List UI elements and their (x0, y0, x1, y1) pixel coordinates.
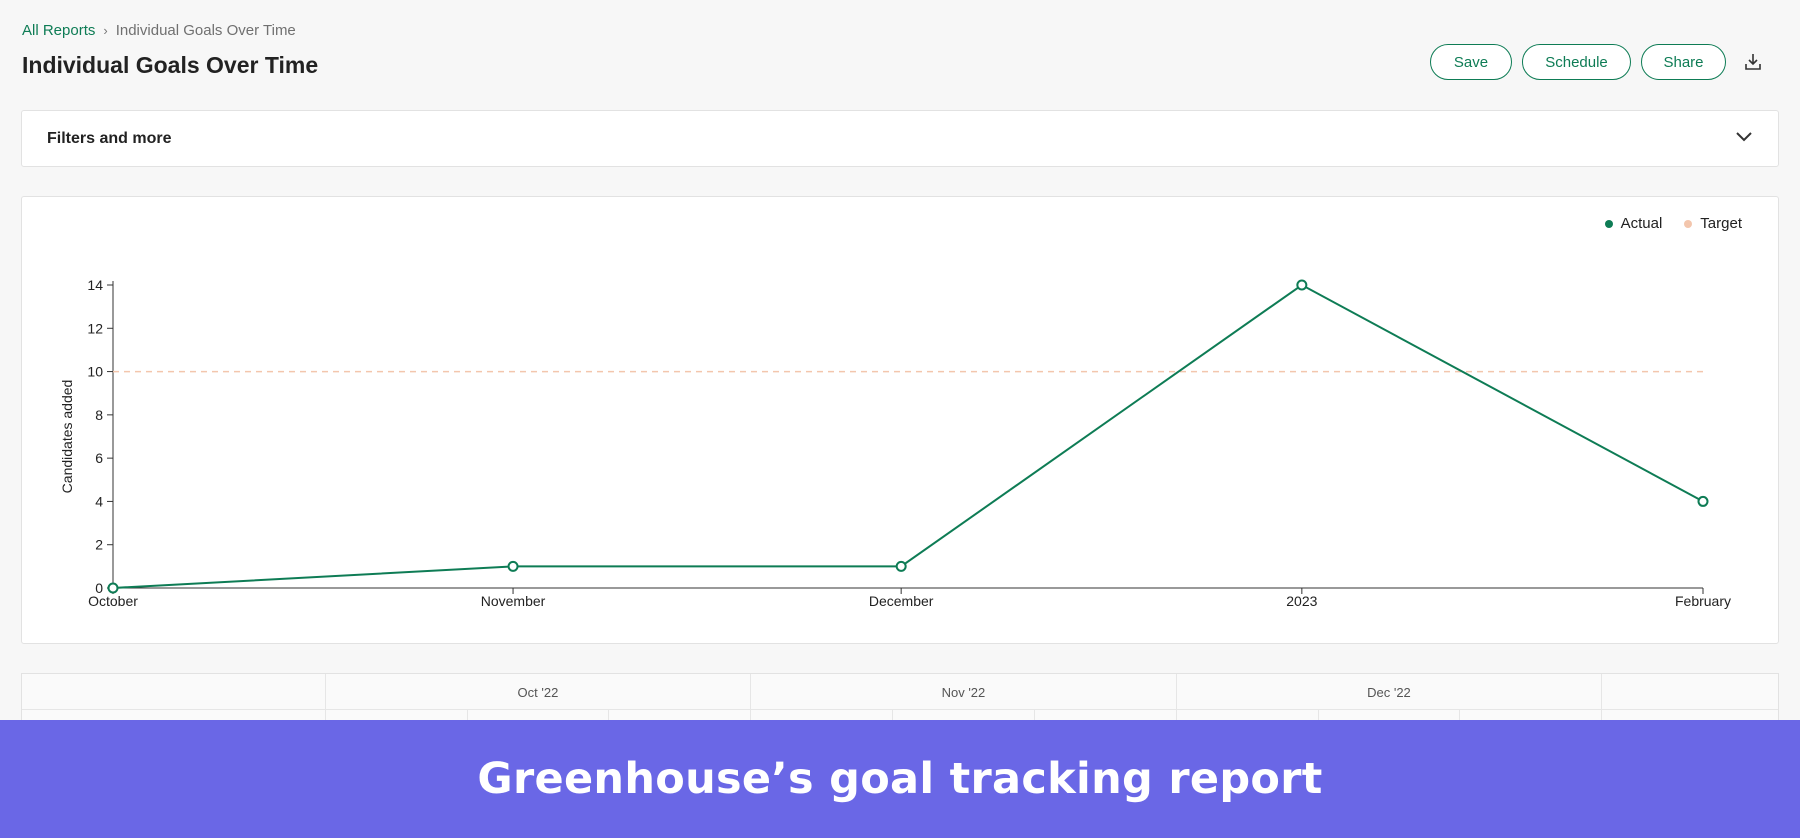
x-tick-label: November (481, 593, 546, 609)
y-tick-label: 14 (87, 277, 103, 293)
caption-banner: Greenhouse’s goal tracking report (0, 720, 1800, 838)
table-header-row: Oct '22 Nov '22 Dec '22 (22, 674, 1778, 710)
filters-title: Filters and more (47, 129, 172, 147)
y-tick-label: 10 (87, 364, 103, 380)
chart-card: Actual Target 0 2 4 6 8 10 12 14 October November… (21, 196, 1779, 644)
report-actions: Save Schedule Share (1430, 44, 1768, 80)
table-header-empty (22, 674, 326, 710)
x-tick-label: February (1675, 593, 1731, 609)
y-axis-label: Candidates added (59, 380, 75, 494)
legend-label-actual: Actual (1620, 215, 1663, 232)
x-tick-label: October (88, 593, 138, 609)
y-tick-label: 2 (95, 537, 103, 553)
chevron-right-icon: › (103, 23, 108, 38)
y-tick-label: 4 (95, 493, 103, 509)
page-title: Individual Goals Over Time (22, 52, 319, 78)
table-header-nov: Nov '22 (751, 674, 1177, 710)
x-tick-label: 2023 (1286, 593, 1317, 609)
legend-dot-target (1684, 219, 1693, 228)
chart-legend: Actual Target (1604, 215, 1742, 232)
x-tick-label: December (869, 593, 934, 609)
save-button[interactable]: Save (1430, 44, 1512, 80)
banner-text: Greenhouse’s goal tracking report (477, 754, 1323, 804)
breadcrumb: All Reports › Individual Goals Over Time (22, 22, 296, 39)
legend-item-target[interactable]: Target (1684, 215, 1742, 232)
series-line-actual (112, 283, 1704, 589)
filters-panel[interactable]: Filters and more (21, 110, 1779, 167)
data-point-actual (1296, 279, 1308, 291)
y-tick-label: 8 (95, 407, 103, 423)
legend-item-actual[interactable]: Actual (1604, 215, 1663, 232)
data-point-actual (895, 560, 907, 572)
legend-label-target: Target (1700, 215, 1742, 232)
share-button[interactable]: Share (1641, 44, 1726, 80)
table-header-dec: Dec '22 (1177, 674, 1603, 710)
y-tick-label: 12 (87, 320, 103, 336)
data-point-actual (1697, 495, 1709, 507)
table-header-next (1602, 674, 1778, 710)
chevron-down-icon[interactable] (1735, 130, 1753, 148)
data-point-actual (507, 560, 519, 572)
y-tick-label: 0 (95, 580, 103, 596)
line-chart: 0 2 4 6 8 10 12 14 October November December 2023 Fe… (59, 277, 1731, 609)
table-header-oct: Oct '22 (326, 674, 752, 710)
breadcrumb-current: Individual Goals Over Time (115, 22, 296, 39)
download-icon[interactable] (1738, 44, 1768, 80)
schedule-button[interactable]: Schedule (1522, 44, 1631, 80)
y-tick-label: 6 (95, 450, 103, 466)
data-point-actual (107, 582, 119, 594)
legend-dot-actual (1604, 219, 1613, 228)
breadcrumb-all-reports-link[interactable]: All Reports (22, 22, 96, 39)
